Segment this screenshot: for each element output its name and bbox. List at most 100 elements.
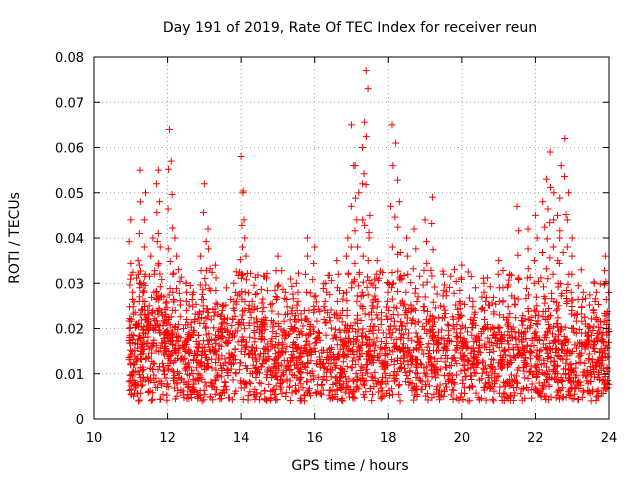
data-point	[470, 319, 478, 327]
data-point	[540, 356, 548, 364]
data-point	[524, 245, 532, 253]
data-point	[258, 299, 266, 307]
data-point	[197, 358, 205, 366]
data-point	[289, 326, 297, 334]
data-point	[157, 329, 165, 337]
data-point	[488, 355, 496, 363]
data-point	[321, 306, 329, 314]
data-point	[513, 372, 521, 380]
data-point	[236, 377, 244, 385]
data-point	[414, 338, 422, 346]
data-point	[222, 284, 230, 292]
data-point	[314, 373, 322, 381]
data-point	[424, 307, 432, 315]
data-point	[374, 388, 382, 396]
data-point	[159, 367, 167, 375]
data-point	[494, 324, 502, 332]
data-point	[501, 346, 509, 354]
data-point	[506, 396, 514, 404]
data-point	[200, 386, 208, 394]
data-point	[594, 333, 602, 341]
data-point	[365, 327, 373, 335]
data-point	[414, 318, 422, 326]
data-point	[260, 272, 268, 280]
data-point	[545, 339, 553, 347]
data-point	[474, 335, 482, 343]
data-point	[173, 252, 181, 260]
data-point	[175, 369, 183, 377]
data-point	[451, 380, 459, 388]
data-point	[450, 325, 458, 333]
data-point	[500, 389, 508, 397]
data-point	[331, 325, 339, 333]
data-point	[531, 334, 539, 342]
data-point	[420, 303, 428, 311]
data-point	[372, 284, 380, 292]
data-point	[153, 180, 161, 188]
data-point	[297, 380, 305, 388]
data-point	[142, 354, 150, 362]
data-point	[565, 189, 573, 197]
data-point	[136, 284, 144, 292]
data-point	[236, 256, 244, 264]
data-point	[528, 348, 536, 356]
data-point	[201, 378, 209, 386]
data-point	[303, 234, 311, 242]
data-point	[140, 288, 148, 296]
data-point	[173, 368, 181, 376]
data-point	[380, 361, 388, 369]
data-point	[568, 324, 576, 332]
data-point	[563, 216, 571, 224]
data-point	[292, 279, 300, 287]
data-point	[354, 326, 362, 334]
data-point	[306, 345, 314, 353]
data-point	[477, 330, 485, 338]
data-point	[288, 371, 296, 379]
data-point	[410, 396, 418, 404]
data-point	[347, 321, 355, 329]
data-point	[446, 283, 454, 291]
data-point	[267, 337, 275, 345]
data-point	[237, 153, 245, 161]
data-point	[423, 329, 431, 337]
data-point	[293, 345, 301, 353]
data-point	[240, 216, 248, 224]
data-point	[152, 296, 160, 304]
data-point	[363, 365, 371, 373]
data-point	[229, 376, 237, 384]
x-tick-label: 24	[601, 431, 618, 446]
data-point	[590, 373, 598, 381]
data-point	[563, 297, 571, 305]
data-point	[407, 319, 415, 327]
data-point	[359, 364, 367, 372]
data-point	[397, 363, 405, 371]
data-point	[377, 321, 385, 329]
data-point	[382, 380, 390, 388]
data-point	[152, 341, 160, 349]
data-point	[321, 319, 329, 327]
data-point	[320, 373, 328, 381]
data-point	[583, 373, 591, 381]
data-point	[127, 216, 135, 224]
data-point	[579, 387, 587, 395]
data-point	[450, 289, 458, 297]
data-point	[478, 293, 486, 301]
data-point	[483, 274, 491, 282]
data-point	[435, 338, 443, 346]
data-point	[236, 290, 244, 298]
data-point	[396, 326, 404, 334]
data-point	[555, 395, 563, 403]
data-point	[230, 297, 238, 305]
data-point	[241, 234, 249, 242]
data-point	[139, 343, 147, 351]
data-point	[332, 356, 340, 364]
data-point	[307, 376, 315, 384]
data-point	[569, 296, 577, 304]
data-point	[249, 361, 257, 369]
data-point	[326, 349, 334, 357]
data-point	[267, 394, 275, 402]
data-point	[272, 382, 280, 390]
data-point	[262, 356, 270, 364]
data-point	[224, 326, 232, 334]
data-point	[148, 357, 156, 365]
